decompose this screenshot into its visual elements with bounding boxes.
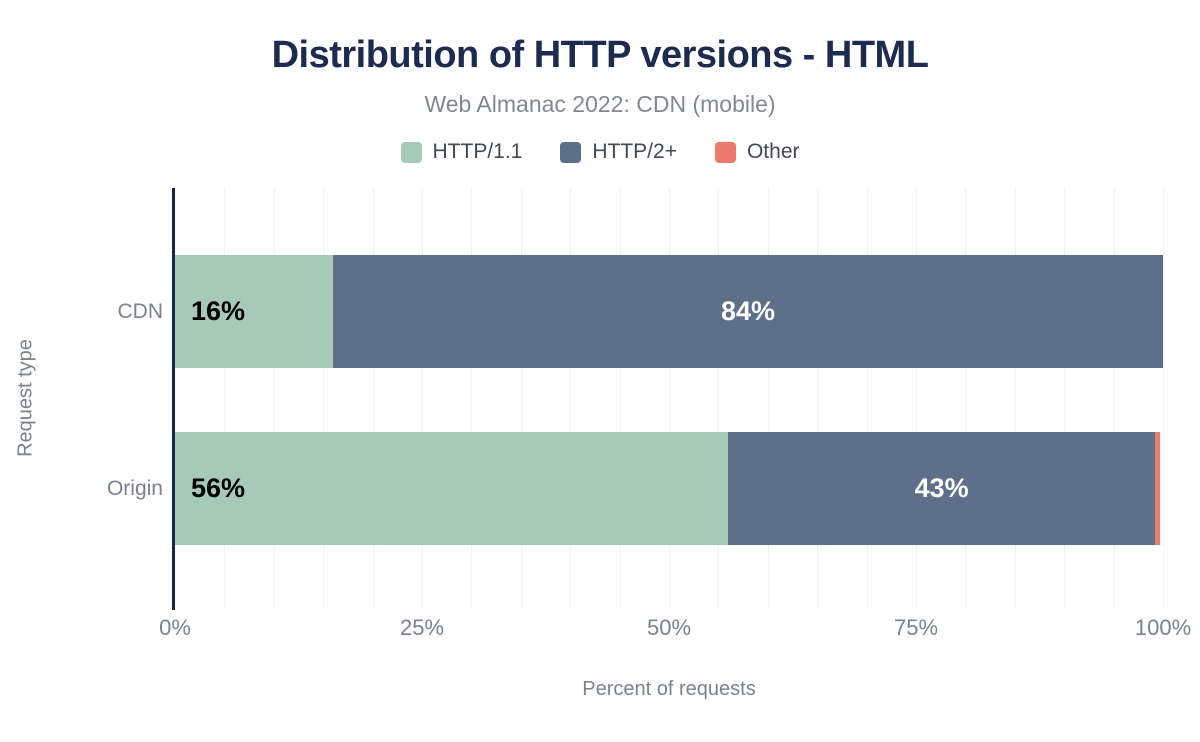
- legend-swatch-http-2: [560, 141, 582, 163]
- gridline-50: [669, 188, 670, 608]
- y-category-label-origin: Origin: [106, 476, 163, 500]
- gridline-65: [817, 188, 819, 608]
- gridline-55: [718, 188, 720, 608]
- gridline-30: [471, 188, 473, 608]
- bar-segment-origin-http-2[interactable]: 43%: [728, 432, 1156, 545]
- legend-item-http-1-1[interactable]: HTTP/1.1: [400, 140, 523, 164]
- x-tick-0: 0%: [159, 615, 191, 640]
- bar-segment-cdn-http-2[interactable]: 84%: [333, 255, 1163, 368]
- chart-subtitle: Web Almanac 2022: CDN (mobile): [424, 91, 776, 117]
- bar-value-label: 56%: [191, 473, 246, 503]
- bar-segment-origin-http-1-1[interactable]: 56%: [175, 432, 729, 545]
- y-axis-title: Request type: [14, 339, 37, 457]
- chart-title: Distribution of HTTP versions - HTML: [271, 34, 929, 76]
- gridline-40: [570, 188, 572, 608]
- bar-value-label: 84%: [721, 296, 776, 326]
- gridline-5: [224, 188, 226, 608]
- legend-label: HTTP/1.1: [432, 140, 523, 163]
- y-category-label-cdn: CDN: [117, 299, 164, 323]
- x-tick-25: 25%: [399, 615, 445, 640]
- gridline-100: [1163, 188, 1164, 608]
- gridline-75: [916, 188, 917, 608]
- gridline-85: [1014, 188, 1016, 608]
- x-tick-50: 50%: [646, 615, 692, 640]
- legend-label: HTTP/2+: [592, 140, 677, 163]
- gridline-15: [323, 188, 325, 608]
- x-axis-title: Percent of requests: [582, 678, 756, 700]
- gridline-45: [619, 188, 621, 608]
- plot-area: 16% 84% 56% 43%: [172, 188, 1164, 610]
- x-tick-75: 75%: [893, 615, 939, 640]
- bar-segment-origin-other[interactable]: [1155, 432, 1161, 545]
- gridline-90: [1064, 188, 1066, 608]
- gridline-95: [1113, 188, 1115, 608]
- legend: HTTP/1.1 HTTP/2+ Other: [0, 140, 1200, 164]
- gridline-80: [965, 188, 967, 608]
- gridline-70: [866, 188, 868, 608]
- x-tick-100: 100%: [1134, 615, 1192, 640]
- legend-item-http-2[interactable]: HTTP/2+: [560, 140, 677, 164]
- bar-value-label: 43%: [914, 473, 969, 503]
- bar-value-label: 16%: [191, 296, 246, 326]
- legend-swatch-http-1-1: [400, 141, 422, 163]
- gridline-20: [372, 188, 374, 608]
- gridline-25: [422, 188, 423, 608]
- legend-swatch-other: [714, 141, 736, 163]
- gridline-35: [520, 188, 522, 608]
- gridline-60: [767, 188, 769, 608]
- legend-label: Other: [746, 140, 800, 163]
- y-axis-line: [172, 188, 175, 610]
- gridline-10: [273, 188, 275, 608]
- legend-item-other[interactable]: Other: [714, 140, 800, 164]
- bar-row-origin: 56% 43%: [175, 432, 1163, 545]
- bar-row-cdn: 16% 84%: [175, 255, 1163, 368]
- bar-segment-cdn-http-1-1[interactable]: 16%: [175, 255, 334, 368]
